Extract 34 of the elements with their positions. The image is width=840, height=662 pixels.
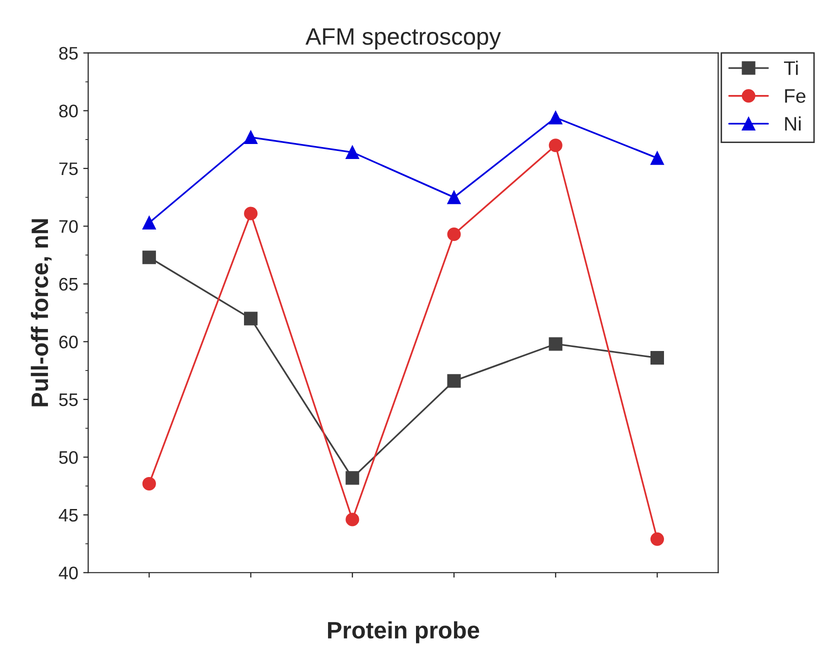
- point: [447, 227, 461, 242]
- point: [650, 351, 664, 365]
- point: [346, 471, 360, 485]
- point: [650, 532, 664, 546]
- point: [244, 130, 258, 144]
- y-tick-label: 75: [59, 162, 78, 176]
- point: [244, 312, 258, 326]
- point: [142, 250, 156, 264]
- point: [142, 476, 156, 490]
- point: [244, 206, 258, 220]
- point: [650, 151, 664, 165]
- point: [548, 110, 562, 124]
- point: [548, 138, 562, 152]
- y-tick-label: 45: [58, 509, 78, 522]
- point: [447, 190, 461, 204]
- point: [447, 374, 461, 388]
- legend-label: Ti: [784, 60, 798, 75]
- y-tick-label: 50: [59, 451, 78, 464]
- y-tick-label: 60: [59, 336, 78, 348]
- point: [548, 337, 562, 351]
- y-tick-label: 65: [59, 278, 78, 291]
- y-tick-label: 55: [59, 394, 78, 406]
- y-tick-label: 40: [58, 566, 78, 580]
- point: [142, 216, 156, 230]
- y-tick-label: 70: [59, 220, 78, 233]
- point: [346, 146, 360, 160]
- y-axis-title: Pull-off force, nN: [30, 219, 52, 406]
- chart-title: AFM spectroscopy: [306, 28, 501, 50]
- point: [346, 512, 360, 526]
- legend-label: Fe: [785, 89, 806, 103]
- y-tick-label: 80: [59, 104, 78, 118]
- x-axis-title: Protein probe: [328, 621, 480, 644]
- y-tick-label: 85: [59, 46, 78, 60]
- legend-label: Ni: [785, 116, 801, 131]
